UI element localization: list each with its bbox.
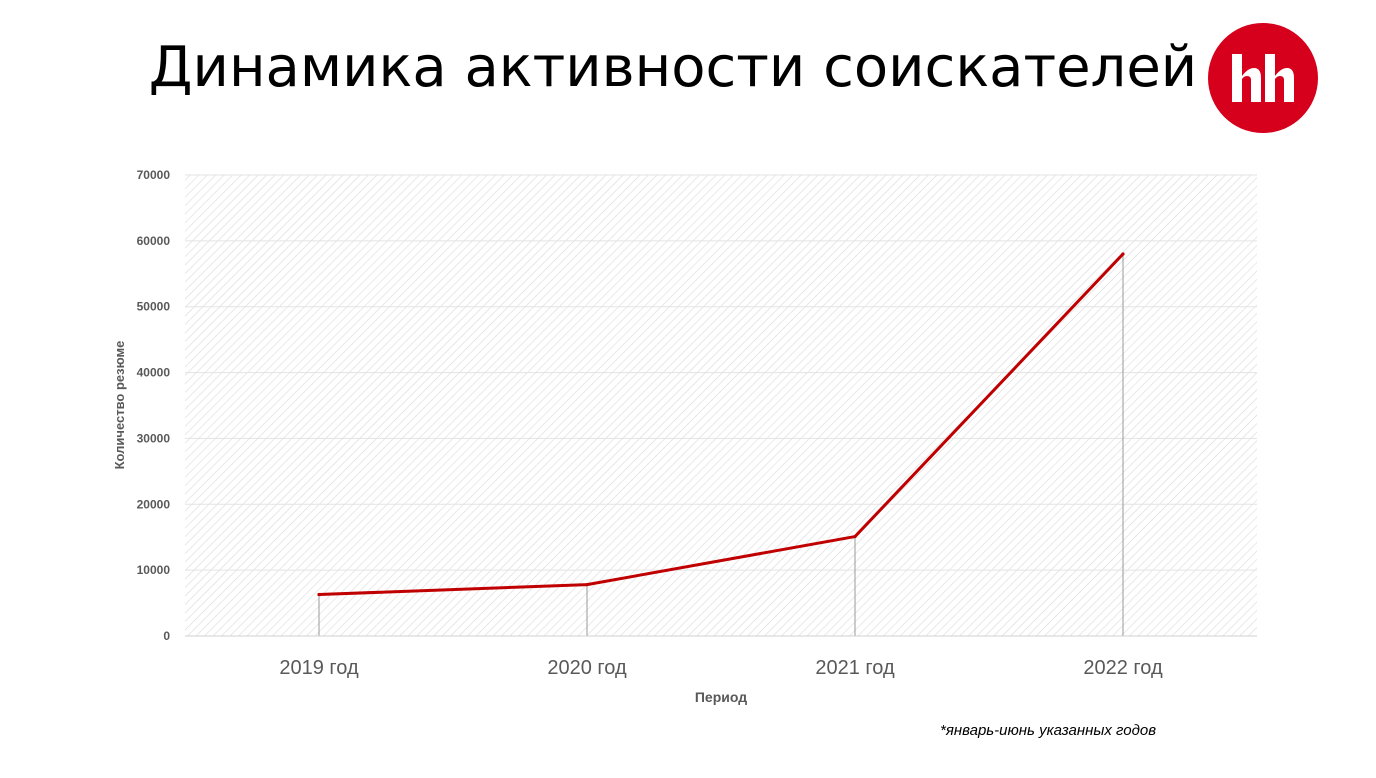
footnote: *январь-июнь указанных годов: [940, 722, 1157, 739]
data-point: [1121, 252, 1125, 256]
x-axis-title: Период: [695, 689, 747, 705]
series-line: [317, 252, 1125, 597]
data-point: [853, 534, 857, 539]
slide-title: Динамика активности соискателей: [148, 35, 1198, 100]
y-tick-label: 10000: [137, 563, 171, 577]
x-tick-label: 2019 год: [279, 657, 359, 679]
y-tick-label: 20000: [137, 497, 171, 511]
y-tick-label: 30000: [137, 431, 171, 445]
y-tick-label: 0: [163, 629, 170, 643]
x-tick-label: 2021 год: [815, 657, 895, 679]
data-point: [585, 583, 589, 587]
x-tick-label: 2020 год: [547, 657, 627, 679]
y-tick-label: 60000: [137, 234, 171, 248]
y-tick-label: 40000: [137, 366, 171, 380]
plot-area: [185, 175, 1257, 636]
y-tick-label: 50000: [137, 300, 171, 314]
x-tick-label: 2022 год: [1083, 657, 1163, 679]
hh-logo-icon: [1232, 54, 1294, 102]
y-tick-label: 70000: [137, 168, 171, 182]
data-point: [317, 592, 321, 597]
hh-logo: [1208, 23, 1318, 133]
y-axis-title: Количество резюме: [112, 341, 127, 470]
